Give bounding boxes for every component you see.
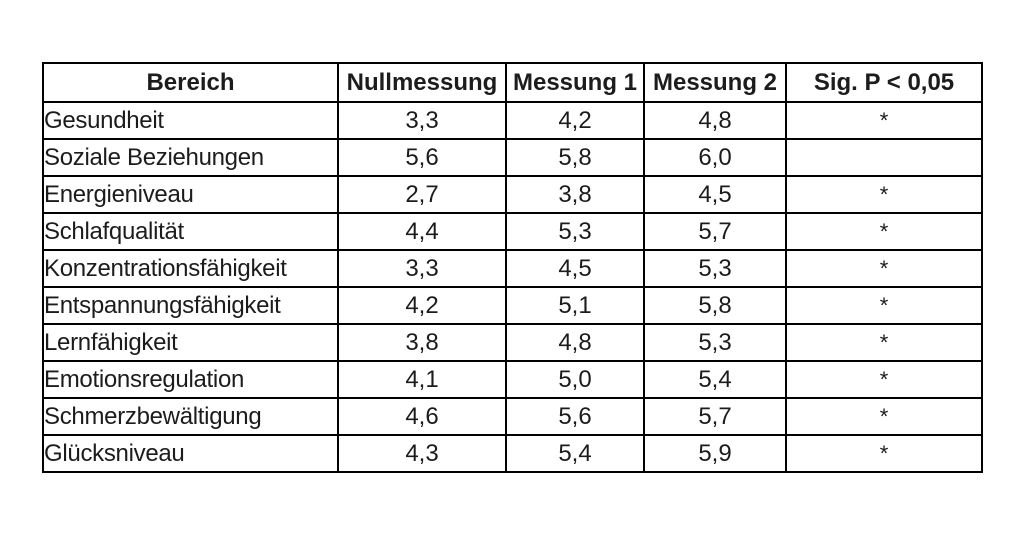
cell-messung-2: 5,7	[643, 212, 787, 251]
cell-nullmessung: 4,2	[337, 286, 507, 325]
cell-sig	[785, 138, 983, 177]
cell-nullmessung: 2,7	[337, 175, 507, 214]
cell-messung-1: 5,6	[505, 397, 645, 436]
cell-messung-1: 3,8	[505, 175, 645, 214]
cell-sig: *	[785, 101, 983, 140]
cell-bereich: Soziale Beziehungen	[42, 138, 339, 177]
cell-nullmessung: 5,6	[337, 138, 507, 177]
column-header-messung-2: Messung 2	[643, 62, 787, 103]
cell-sig: *	[785, 175, 983, 214]
table-row: Konzentrationsfähigkeit 3,3 4,5 5,3 *	[42, 249, 983, 288]
column-header-bereich: Bereich	[42, 62, 339, 103]
cell-messung-2: 6,0	[643, 138, 787, 177]
cell-bereich: Emotionsregulation	[42, 360, 339, 399]
cell-bereich: Schlafqualität	[42, 212, 339, 251]
cell-nullmessung: 4,1	[337, 360, 507, 399]
cell-nullmessung: 3,8	[337, 323, 507, 362]
cell-bereich: Glücksniveau	[42, 434, 339, 473]
table-row: Energieniveau 2,7 3,8 4,5 *	[42, 175, 983, 214]
cell-messung-1: 4,5	[505, 249, 645, 288]
table-row: Schmerzbewältigung 4,6 5,6 5,7 *	[42, 397, 983, 436]
cell-messung-2: 5,3	[643, 249, 787, 288]
cell-nullmessung: 3,3	[337, 249, 507, 288]
cell-messung-2: 5,7	[643, 397, 787, 436]
cell-bereich: Energieniveau	[42, 175, 339, 214]
table-header-row: Bereich Nullmessung Messung 1 Messung 2 …	[42, 62, 983, 103]
cell-nullmessung: 4,3	[337, 434, 507, 473]
cell-nullmessung: 4,6	[337, 397, 507, 436]
column-header-messung-1: Messung 1	[505, 62, 645, 103]
cell-messung-1: 5,8	[505, 138, 645, 177]
cell-sig: *	[785, 397, 983, 436]
cell-messung-2: 4,5	[643, 175, 787, 214]
cell-messung-2: 5,4	[643, 360, 787, 399]
cell-sig: *	[785, 286, 983, 325]
column-header-sig: Sig. P < 0,05	[785, 62, 983, 103]
cell-sig: *	[785, 360, 983, 399]
table-row: Glücksniveau 4,3 5,4 5,9 *	[42, 434, 983, 473]
cell-sig: *	[785, 249, 983, 288]
table-body: Gesundheit 3,3 4,2 4,8 * Soziale Beziehu…	[42, 101, 983, 473]
table-row: Entspannungsfähigkeit 4,2 5,1 5,8 *	[42, 286, 983, 325]
cell-messung-1: 4,8	[505, 323, 645, 362]
cell-sig: *	[785, 323, 983, 362]
table-row: Schlafqualität 4,4 5,3 5,7 *	[42, 212, 983, 251]
column-header-nullmessung: Nullmessung	[337, 62, 507, 103]
cell-messung-1: 4,2	[505, 101, 645, 140]
cell-messung-1: 5,0	[505, 360, 645, 399]
cell-messung-2: 5,3	[643, 323, 787, 362]
cell-bereich: Lernfähigkeit	[42, 323, 339, 362]
cell-bereich: Konzentrationsfähigkeit	[42, 249, 339, 288]
cell-messung-1: 5,1	[505, 286, 645, 325]
cell-bereich: Entspannungsfähigkeit	[42, 286, 339, 325]
cell-messung-2: 5,8	[643, 286, 787, 325]
cell-bereich: Schmerzbewältigung	[42, 397, 339, 436]
table-row: Gesundheit 3,3 4,2 4,8 *	[42, 101, 983, 140]
table-row: Lernfähigkeit 3,8 4,8 5,3 *	[42, 323, 983, 362]
table-row: Emotionsregulation 4,1 5,0 5,4 *	[42, 360, 983, 399]
measurement-results-table: Bereich Nullmessung Messung 1 Messung 2 …	[42, 62, 983, 473]
cell-nullmessung: 3,3	[337, 101, 507, 140]
cell-nullmessung: 4,4	[337, 212, 507, 251]
cell-sig: *	[785, 434, 983, 473]
cell-messung-1: 5,3	[505, 212, 645, 251]
cell-messung-2: 5,9	[643, 434, 787, 473]
cell-messung-1: 5,4	[505, 434, 645, 473]
cell-sig: *	[785, 212, 983, 251]
table-row: Soziale Beziehungen 5,6 5,8 6,0	[42, 138, 983, 177]
cell-bereich: Gesundheit	[42, 101, 339, 140]
cell-messung-2: 4,8	[643, 101, 787, 140]
